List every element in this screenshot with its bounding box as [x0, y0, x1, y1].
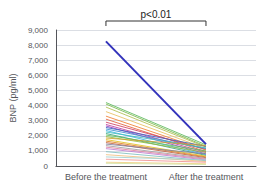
svg-text:2,000: 2,000 — [28, 131, 49, 140]
svg-text:1,000: 1,000 — [28, 146, 49, 155]
svg-text:7,000: 7,000 — [28, 56, 49, 65]
svg-text:Before the treatment: Before the treatment — [65, 172, 148, 182]
svg-text:5,000: 5,000 — [28, 86, 49, 95]
svg-text:3,000: 3,000 — [28, 116, 49, 125]
svg-text:8,000: 8,000 — [28, 41, 49, 50]
svg-text:After the treatment: After the treatment — [169, 172, 244, 182]
svg-text:4,000: 4,000 — [28, 101, 49, 110]
svg-text:p<0.01: p<0.01 — [141, 9, 172, 20]
svg-text:0: 0 — [43, 162, 48, 171]
svg-text:6,000: 6,000 — [28, 71, 49, 80]
svg-text:BNP (pg/ml): BNP (pg/ml) — [8, 74, 18, 123]
svg-text:9,000: 9,000 — [28, 26, 49, 35]
